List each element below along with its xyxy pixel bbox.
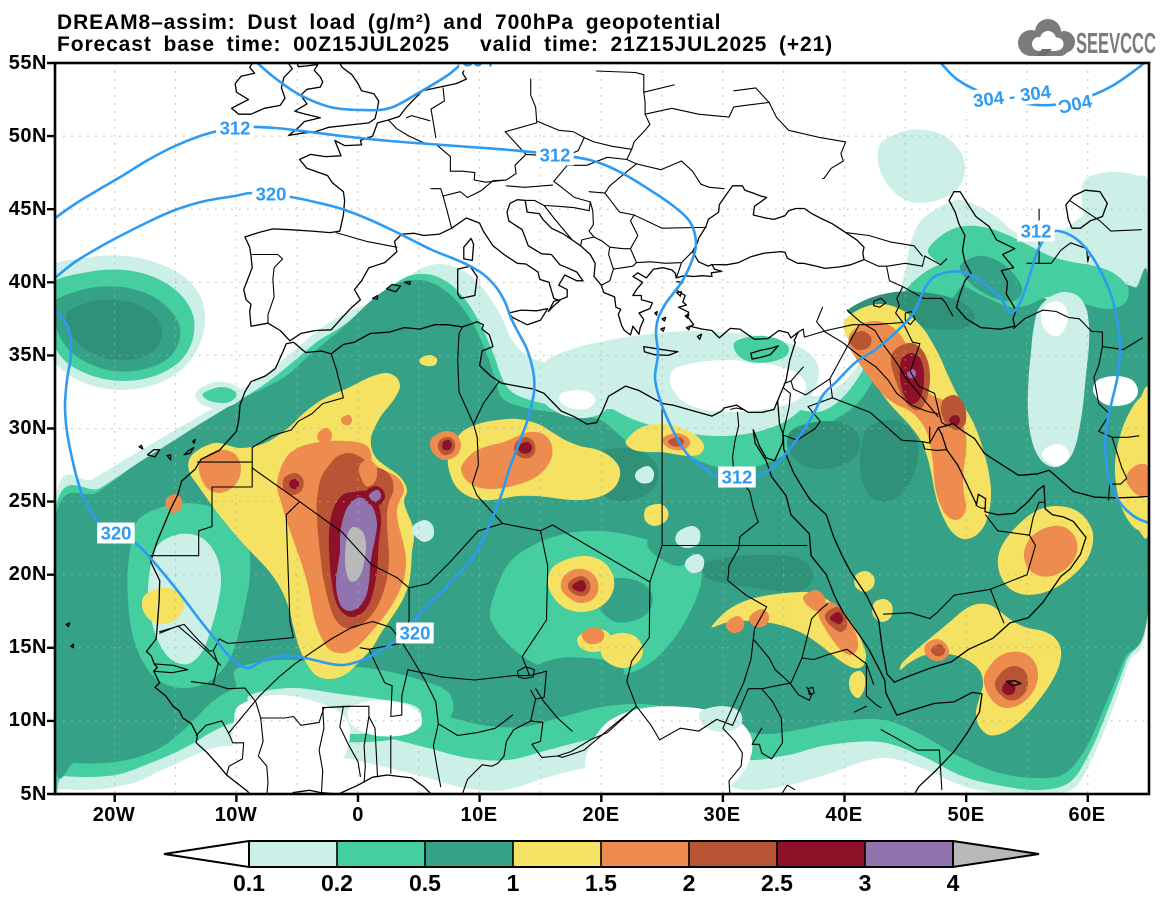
svg-text:312: 312 (722, 467, 753, 488)
svg-text:320: 320 (400, 623, 431, 644)
svg-text:304 - 304: 304 - 304 (972, 81, 1053, 111)
svg-text:312: 312 (1021, 221, 1052, 242)
svg-text:320: 320 (256, 184, 287, 205)
svg-text:312: 312 (540, 145, 571, 166)
svg-text:304: 304 (463, 63, 495, 71)
svg-text:320: 320 (101, 523, 132, 544)
svg-text:312: 312 (220, 118, 251, 139)
